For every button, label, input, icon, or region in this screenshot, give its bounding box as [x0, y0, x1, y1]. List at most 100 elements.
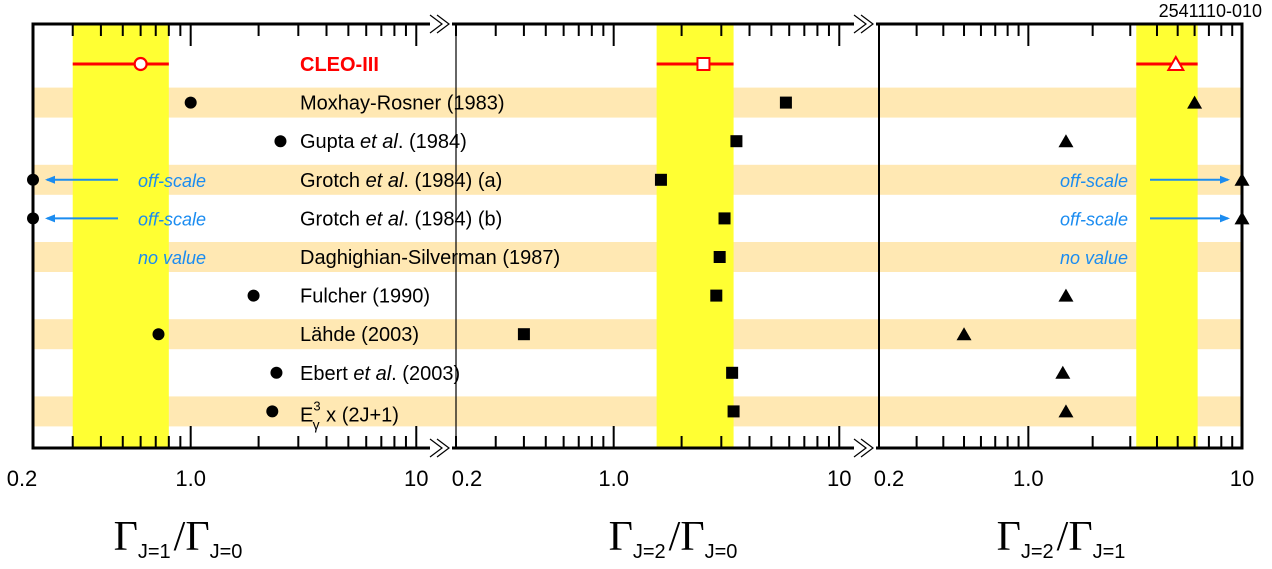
axis-break-mark — [436, 14, 450, 34]
tick-label: 1.0 — [1013, 466, 1044, 491]
tick-label: 10 — [1230, 466, 1254, 491]
title-sub: J=1 — [138, 541, 171, 563]
title-gamma: Γ — [680, 514, 704, 560]
data-marks: off-scale off-scale no value off-scale off-s… — [27, 54, 1250, 418]
label-sup: 3 — [313, 398, 320, 413]
row-band-9 — [33, 396, 1242, 427]
data-point-p2-r2 — [1058, 134, 1074, 148]
axis-title-0: ΓJ=1/ΓJ=0 — [114, 514, 243, 563]
title-gamma: Γ — [609, 514, 633, 560]
row-label-1: Moxhay-Rosner (1983) — [300, 93, 505, 115]
data-point-p1-r8 — [726, 366, 739, 379]
row-label-cleo: CLEO-III — [300, 54, 379, 76]
cleo-band-2 — [1136, 24, 1198, 448]
axis-break-mark — [429, 14, 443, 34]
label-rest: x (2J+1) — [321, 404, 399, 426]
title-gamma: Γ — [997, 514, 1021, 560]
title-gamma: Γ — [114, 514, 138, 560]
data-point-p1-r2 — [730, 135, 743, 148]
frame-border — [31, 22, 1244, 450]
row-band-7 — [33, 319, 1242, 350]
axis-break-mark — [860, 438, 874, 458]
axis-titles: ΓJ=1/ΓJ=0 ΓJ=2/ΓJ=0 ΓJ=2/ΓJ=1 — [114, 514, 1126, 563]
plot-frame — [31, 14, 1244, 458]
row-labels: CLEO-III Moxhay-Rosner (1983) Gupta et al.… — [300, 54, 560, 432]
title-slash: / — [669, 514, 681, 560]
label-part: Gupta — [300, 131, 360, 153]
axis-title-1: ΓJ=2/ΓJ=0 — [609, 514, 738, 563]
off-scale-point — [1234, 211, 1250, 225]
title-gamma: Γ — [185, 514, 209, 560]
data-point-p0-r7 — [152, 328, 165, 341]
row-label-8: Ebert et al. (2003) — [300, 363, 460, 385]
cleo-point-1 — [696, 57, 711, 71]
data-point-p2-r8 — [1055, 365, 1071, 379]
off-scale-label: off-scale — [1060, 209, 1128, 229]
row-label-5: Daghighian-Silverman (1987) — [300, 247, 560, 269]
title-sub: J=0 — [705, 541, 738, 563]
title-slash: / — [1057, 514, 1069, 560]
row-band-3 — [33, 164, 1242, 195]
cleo-band-0 — [72, 24, 169, 448]
data-point-p2-r9 — [1058, 404, 1074, 418]
label-part: . (1984) (b) — [403, 208, 502, 230]
label-italic: et al — [353, 363, 391, 385]
label-part: Grotch — [300, 208, 366, 230]
label-part: Ebert — [300, 363, 353, 385]
title-sub: J=1 — [1093, 541, 1126, 563]
off-scale-arrowhead — [1220, 175, 1230, 184]
off-scale-point — [27, 173, 39, 186]
axis-break-mark — [429, 438, 443, 458]
label-part: . (2003) — [391, 363, 460, 385]
cleo-point-0 — [133, 56, 148, 72]
off-scale-arrowhead — [1220, 214, 1230, 223]
title-sub: J=0 — [210, 541, 243, 563]
row-band-1 — [33, 87, 1242, 118]
no-value-label: no value — [138, 248, 206, 268]
label-italic: et al — [360, 131, 398, 153]
data-point-p1-r7 — [517, 328, 530, 341]
row-label-3: Grotch et al. (1984) (a) — [300, 170, 502, 192]
data-point-p1-r5 — [713, 251, 726, 263]
label-italic: et al — [366, 208, 404, 230]
data-point-p2-r7 — [956, 327, 972, 341]
label-part: . (1984) — [398, 131, 467, 153]
data-point-p2-r1 — [1187, 95, 1203, 109]
tick-label: 0.2 — [452, 466, 483, 491]
off-scale-label: off-scale — [138, 209, 206, 229]
row-label-2: Gupta et al. (1984) — [300, 131, 467, 153]
axis-break-mark — [436, 438, 450, 458]
axis-break-1 — [429, 438, 452, 458]
data-point-p1-r3 — [654, 173, 667, 186]
tick-label: 1.0 — [598, 466, 629, 491]
figure-id: 2541110-010 — [1159, 1, 1262, 21]
off-scale-point — [1234, 172, 1250, 186]
off-scale-point — [27, 212, 39, 225]
title-gamma: Γ — [1068, 514, 1092, 560]
axis-ticks: 0.2 1.0 10 0.2 1.0 10 0.2 1.0 10 — [7, 24, 1254, 491]
cleo-point-2 — [1166, 54, 1186, 71]
row-band-5 — [33, 242, 1242, 272]
data-point-p0-r9 — [266, 405, 279, 418]
data-point-p1-r9 — [727, 405, 740, 418]
data-point-p1-r1 — [779, 96, 792, 109]
label-base: E — [300, 404, 313, 426]
no-value-label: no value — [1060, 248, 1128, 268]
axis-break-3 — [853, 438, 876, 458]
off-scale-arrowhead — [45, 175, 55, 184]
data-point-p0-r6 — [247, 289, 260, 302]
axis-break-mark — [853, 438, 867, 458]
label-italic: et al — [366, 170, 404, 192]
title-sub: J=2 — [633, 541, 666, 563]
cleo-bands — [72, 24, 1198, 448]
off-scale-label: off-scale — [1060, 171, 1128, 191]
title-slash: / — [174, 514, 186, 560]
cleo-band-1 — [656, 24, 734, 448]
data-point-p2-r6 — [1058, 288, 1074, 302]
tick-label: 10 — [404, 466, 428, 491]
data-point-p0-r8 — [270, 366, 283, 379]
label-part: Grotch — [300, 170, 366, 192]
row-label-6: Fulcher (1990) — [300, 286, 430, 308]
label-sub: γ — [313, 416, 320, 432]
